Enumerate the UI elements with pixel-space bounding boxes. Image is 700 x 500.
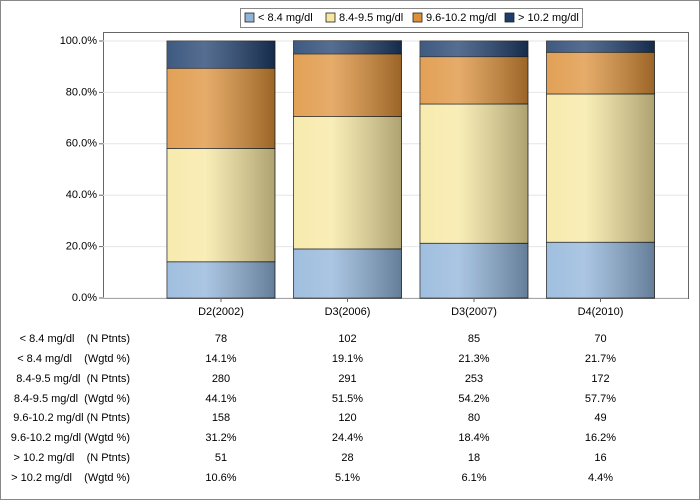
table-cell: 78 bbox=[215, 333, 227, 345]
row-label: > 10.2 mg/dl (N Ptnts) bbox=[14, 452, 130, 464]
legend-swatch bbox=[244, 12, 255, 23]
legend-label: 8.4-9.5 mg/dl bbox=[339, 12, 403, 24]
table-cell: 102 bbox=[338, 333, 356, 345]
table-cell: 57.7% bbox=[585, 393, 616, 405]
table-cell: 14.1% bbox=[205, 353, 236, 365]
table-cell: 253 bbox=[465, 373, 483, 385]
table-cell: 6.1% bbox=[461, 472, 486, 484]
table-cell: 18.4% bbox=[458, 432, 489, 444]
legend-label: 9.6-10.2 mg/dl bbox=[426, 12, 496, 24]
y-tick-label: 80.0% bbox=[66, 86, 97, 98]
table-cell: 280 bbox=[212, 373, 230, 385]
table-cell: 16.2% bbox=[585, 432, 616, 444]
bar-segment bbox=[293, 116, 402, 250]
y-tick-label: 60.0% bbox=[66, 138, 97, 150]
table-cell: 80 bbox=[468, 412, 480, 424]
table-cell: 28 bbox=[341, 452, 353, 464]
legend-swatch bbox=[325, 12, 336, 23]
row-label: 8.4-9.5 mg/dl (Wgtd %) bbox=[14, 393, 130, 405]
table-cell: 5.1% bbox=[335, 472, 360, 484]
legend-swatch bbox=[504, 12, 515, 23]
x-tick-label: D2(2002) bbox=[198, 306, 244, 318]
row-label: < 8.4 mg/dl (N Ptnts) bbox=[20, 333, 130, 345]
bar-segment bbox=[166, 67, 276, 149]
table-cell: 51.5% bbox=[332, 393, 363, 405]
bar-segment bbox=[166, 261, 276, 299]
table-cell: 31.2% bbox=[205, 432, 236, 444]
table-cell: 120 bbox=[338, 412, 356, 424]
x-tick-label: D3(2007) bbox=[451, 306, 497, 318]
bar-segment bbox=[419, 56, 529, 105]
table-cell: 291 bbox=[338, 373, 356, 385]
bar-segment bbox=[546, 241, 655, 299]
row-label: 8.4-9.5 mg/dl (N Ptnts) bbox=[16, 373, 130, 385]
table-cell: 18 bbox=[468, 452, 480, 464]
bar-segment bbox=[546, 40, 655, 53]
table-cell: 4.4% bbox=[588, 472, 613, 484]
table-cell: 158 bbox=[212, 412, 230, 424]
bar-segment bbox=[546, 93, 655, 243]
bar-segment bbox=[293, 53, 402, 117]
row-label: < 8.4 mg/dl (Wgtd %) bbox=[17, 353, 130, 365]
legend-label: > 10.2 mg/dl bbox=[518, 12, 579, 24]
bar-segment bbox=[546, 51, 655, 95]
table-cell: 10.6% bbox=[205, 472, 236, 484]
y-tick-label: 20.0% bbox=[66, 241, 97, 253]
bar-segment bbox=[293, 248, 402, 299]
row-label: 9.6-10.2 mg/dl (N Ptnts) bbox=[13, 412, 130, 424]
table-cell: 54.2% bbox=[458, 393, 489, 405]
bar-segment bbox=[166, 148, 276, 263]
row-label: 9.6-10.2 mg/dl (Wgtd %) bbox=[11, 432, 130, 444]
x-tick-label: D3(2006) bbox=[325, 306, 371, 318]
table-cell: 49 bbox=[594, 412, 606, 424]
table-cell: 24.4% bbox=[332, 432, 363, 444]
table-cell: 21.7% bbox=[585, 353, 616, 365]
table-cell: 19.1% bbox=[332, 353, 363, 365]
bar-segment bbox=[293, 40, 402, 55]
bar-segment bbox=[419, 242, 529, 299]
table-cell: 44.1% bbox=[205, 393, 236, 405]
table-cell: 70 bbox=[594, 333, 606, 345]
legend-swatch bbox=[412, 12, 423, 23]
table-cell: 172 bbox=[591, 373, 609, 385]
bar-segment bbox=[419, 40, 529, 58]
table-cell: 21.3% bbox=[458, 353, 489, 365]
bar-segment bbox=[419, 103, 529, 244]
row-label: > 10.2 mg/dl (Wgtd %) bbox=[11, 472, 130, 484]
x-tick-label: D4(2010) bbox=[578, 306, 624, 318]
y-tick-label: 40.0% bbox=[66, 189, 97, 201]
y-tick-label: 100.0% bbox=[60, 35, 98, 47]
table-cell: 16 bbox=[594, 452, 606, 464]
table-cell: 51 bbox=[215, 452, 227, 464]
bar-segment bbox=[166, 40, 276, 69]
legend-label: < 8.4 mg/dl bbox=[258, 12, 313, 24]
table-cell: 85 bbox=[468, 333, 480, 345]
y-tick-label: 0.0% bbox=[72, 292, 97, 304]
